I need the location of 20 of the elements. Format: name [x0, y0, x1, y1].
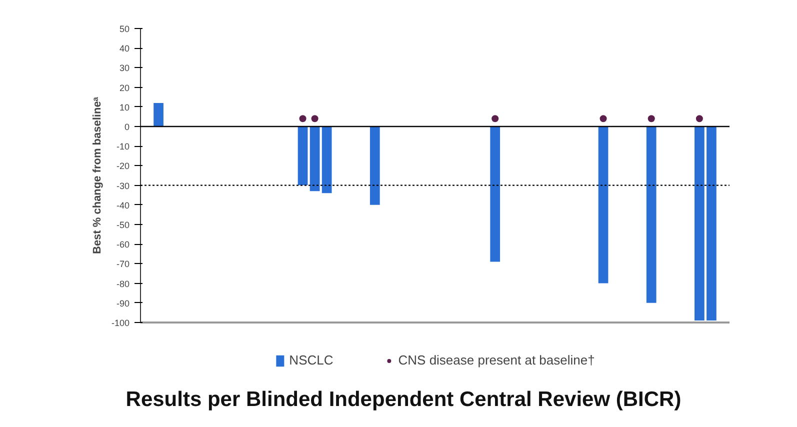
y-tick-label: -40 [116, 200, 130, 210]
y-tick-label: 30 [119, 63, 130, 74]
y-tick-label: -100 [111, 318, 130, 328]
legend-label: CNS disease present at baseline† [398, 352, 595, 368]
y-tick-label: -50 [116, 220, 130, 230]
y-tick-label: -70 [116, 259, 130, 270]
y-tick-label: -90 [116, 298, 130, 308]
y-tick-label: -60 [116, 240, 130, 250]
y-tick-label: 10 [119, 102, 130, 112]
y-tick-label: -20 [116, 161, 130, 172]
legend-label: NSCLC [289, 352, 334, 368]
y-tick-label: -10 [116, 142, 130, 152]
y-tick-label: -80 [116, 278, 130, 289]
text: Results per Blinded Independent Central Review (BICR) [126, 387, 682, 413]
y-tick-label: 40 [119, 44, 130, 54]
y-tick-label: 50 [119, 24, 130, 34]
y-tick-label: 0 [124, 122, 130, 132]
y-axis-title: Best % change from baselineᵃ [91, 96, 104, 254]
y-tick-label: -30 [116, 180, 130, 191]
y-tick-label: 20 [119, 82, 130, 93]
